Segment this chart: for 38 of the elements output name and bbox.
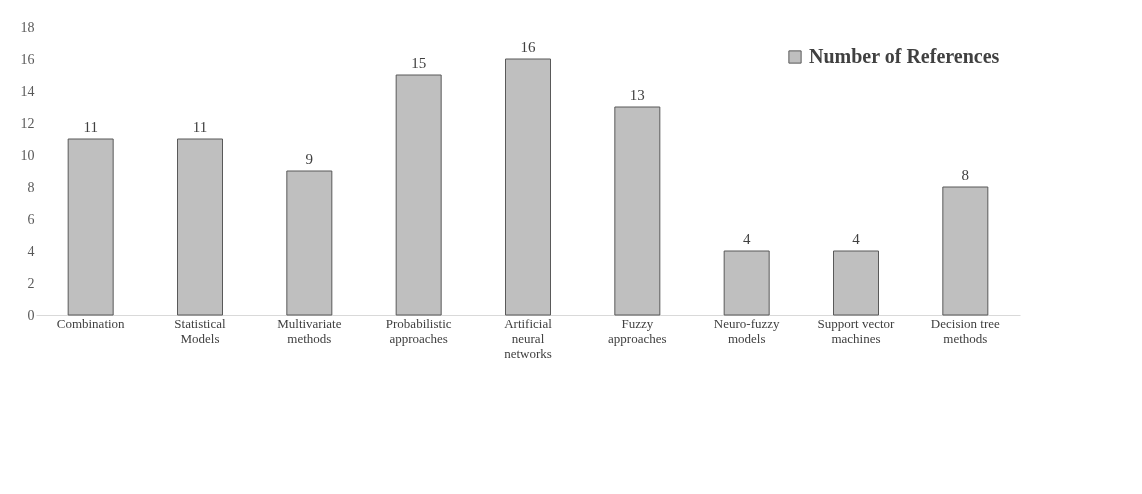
bar (395, 74, 442, 316)
bar (505, 58, 551, 316)
x-tick-label: Multivariate methods (277, 315, 342, 346)
bar (177, 138, 223, 316)
bar (723, 250, 770, 316)
x-tick-label: Support vector machines (817, 315, 896, 346)
x-tick-label: Combination (56, 315, 126, 331)
y-tick-label: 2 (27, 275, 35, 291)
data-label: 16 (520, 39, 536, 55)
bar (286, 170, 333, 316)
x-tick-label: Statistical Models (174, 315, 227, 346)
bar (833, 250, 879, 316)
y-tick-label: 12 (20, 115, 35, 131)
x-tick-label: Neuro-fuzzy models (713, 315, 781, 346)
data-label: 11 (83, 119, 98, 135)
bar (614, 106, 661, 316)
y-tick-label: 0 (27, 307, 35, 323)
y-tick-label: 14 (20, 83, 35, 99)
x-tick-label: Fuzzy approaches (608, 315, 667, 346)
x-tick-label: Decision tree methods (930, 315, 1001, 346)
x-tick-label: Probabilistic approaches (385, 315, 452, 346)
data-label: 4 (852, 231, 861, 247)
y-tick-label: 18 (20, 19, 35, 35)
data-label: 11 (192, 119, 208, 135)
x-tick-label: Artificial neural networks (504, 315, 553, 361)
data-label: 15 (411, 55, 427, 71)
data-label: 9 (305, 151, 314, 167)
data-label: 13 (629, 87, 645, 103)
data-label: 8 (961, 167, 970, 183)
bar (67, 138, 114, 316)
y-tick-label: 8 (27, 179, 35, 195)
y-tick-label: 10 (20, 147, 35, 163)
data-label: 4 (742, 231, 751, 247)
legend-label: Number of References (809, 45, 1000, 67)
y-tick-label: 4 (27, 243, 35, 259)
y-tick-label: 6 (27, 211, 35, 227)
bar (942, 186, 989, 316)
y-tick-label: 16 (20, 51, 35, 67)
